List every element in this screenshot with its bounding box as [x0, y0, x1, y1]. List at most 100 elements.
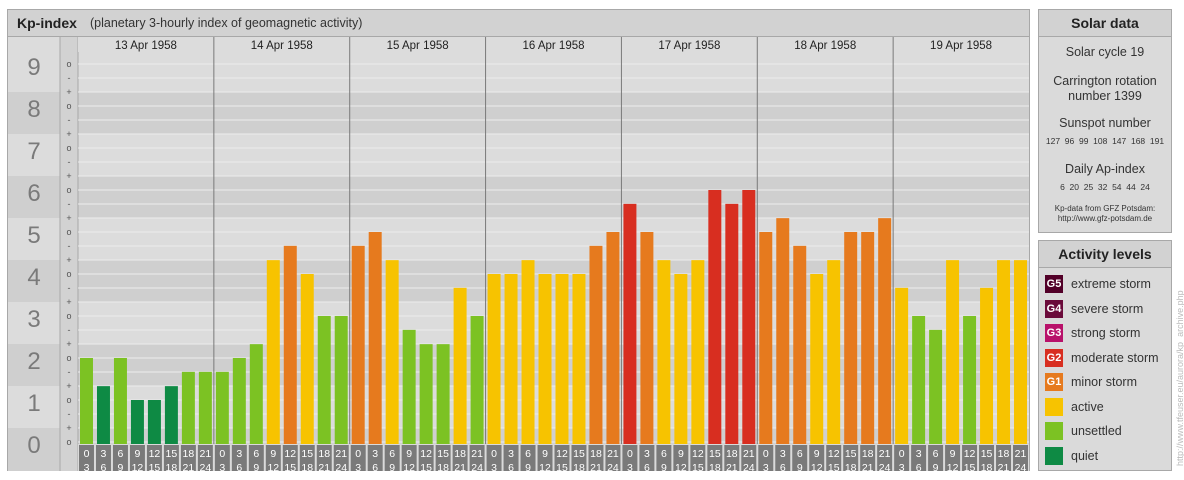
interval-end: 9: [797, 462, 803, 471]
legend-swatch: G5: [1045, 275, 1063, 293]
interval-end: 6: [644, 462, 650, 471]
interval-end: 12: [267, 462, 279, 471]
interval-start: 12: [964, 448, 976, 460]
interval-start: 15: [437, 448, 449, 460]
day-label: 14 Apr 1958: [251, 40, 313, 52]
interval-start: 0: [219, 448, 225, 460]
interval-cell: [911, 445, 927, 471]
interval-start: 3: [644, 448, 650, 460]
interval-start: 21: [607, 448, 619, 460]
kp-bar: [249, 344, 263, 444]
interval-start: 6: [389, 448, 395, 460]
y-subtick: o: [66, 143, 71, 153]
kp-bar: [878, 218, 892, 444]
data-source-url[interactable]: http://www.gfz-potsdam.de: [1057, 214, 1153, 223]
y-subtick: +: [66, 87, 71, 97]
solar-data-panel: Solar data Solar cycle 19 Carrington rot…: [1038, 9, 1172, 233]
kp-bar: [742, 190, 756, 444]
kp-bar: [997, 260, 1011, 444]
kp-bar: [232, 358, 246, 444]
y-subtick: -: [68, 115, 71, 125]
y-band-6: [8, 176, 60, 218]
interval-cell: [418, 445, 434, 471]
interval-end: 12: [947, 462, 959, 471]
y-tick-label-2: 2: [27, 348, 40, 375]
sunspot-number-label: Sunspot number: [1059, 116, 1151, 130]
legend-swatch: G2: [1045, 348, 1063, 367]
kp-bar: [300, 274, 314, 444]
interval-cell: [265, 445, 281, 471]
interval-start: 9: [135, 448, 141, 460]
interval-end: 18: [845, 462, 857, 471]
kp-bar: [980, 287, 994, 444]
interval-end: 9: [525, 462, 531, 471]
day-label: 15 Apr 1958: [387, 40, 449, 52]
interval-start: 6: [933, 448, 939, 460]
y-subtick: +: [66, 171, 71, 181]
legend-label: strong storm: [1071, 326, 1141, 340]
y-subtick: o: [66, 269, 71, 279]
y-band-4: [8, 260, 60, 302]
kp-bar: [164, 386, 178, 444]
kp-bar: [912, 316, 926, 444]
interval-end: 24: [471, 462, 483, 471]
interval-end: 9: [933, 462, 939, 471]
kp-bar: [266, 260, 280, 444]
interval-cell: [877, 445, 893, 471]
plot-band-8: [78, 92, 1029, 134]
interval-cell: [843, 445, 859, 471]
interval-start: 12: [420, 448, 432, 460]
y-subtick: o: [66, 101, 71, 111]
kp-bar: [334, 316, 348, 444]
interval-cell: [758, 445, 774, 471]
interval-cell: [231, 445, 247, 471]
interval-end: 9: [389, 462, 395, 471]
interval-start: 9: [678, 448, 684, 460]
interval-end: 24: [879, 462, 891, 471]
interval-cell: [690, 445, 706, 471]
kp-chart-panel: Kp-index (planetary 3-hourly index of ge…: [7, 9, 1030, 471]
interval-cell: [469, 445, 485, 471]
interval-cell: [401, 445, 417, 471]
interval-start: 12: [556, 448, 568, 460]
interval-start: 15: [709, 448, 721, 460]
interval-start: 3: [236, 448, 242, 460]
y-subtick: +: [66, 423, 71, 433]
interval-start: 9: [814, 448, 820, 460]
interval-start: 0: [763, 448, 769, 460]
interval-end: 21: [726, 462, 738, 471]
kp-bar: [640, 232, 654, 444]
interval-end: 15: [149, 462, 161, 471]
day-header-band: [78, 37, 1029, 52]
kp-bar: [844, 232, 858, 444]
interval-end: 3: [763, 462, 769, 471]
interval-start: 9: [542, 448, 548, 460]
interval-end: 6: [916, 462, 922, 471]
y-subtick: o: [66, 395, 71, 405]
interval-start: 12: [149, 448, 161, 460]
kp-bar: [827, 260, 841, 444]
kp-bar: [402, 329, 416, 444]
kp-bar: [436, 344, 450, 444]
y-tick-label-9: 9: [27, 54, 40, 81]
interval-end: 15: [964, 462, 976, 471]
interval-cell: [435, 445, 451, 471]
y-tick-label-8: 8: [27, 96, 40, 123]
kp-bar: [504, 274, 518, 444]
kp-chart-header: Kp-index (planetary 3-hourly index of ge…: [8, 10, 1029, 37]
interval-end: 3: [627, 462, 633, 471]
kp-bar: [725, 203, 739, 444]
kp-bar: [946, 260, 960, 444]
y-subtick: o: [66, 59, 71, 69]
interval-cell: [503, 445, 519, 471]
interval-cell: [673, 445, 689, 471]
legend-label: unsettled: [1071, 424, 1122, 438]
y-subtick: +: [66, 339, 71, 349]
legend-label: moderate storm: [1071, 350, 1159, 365]
interval-cell: [571, 445, 587, 471]
y-subtick: o: [66, 227, 71, 237]
interval-start: 3: [372, 448, 378, 460]
interval-cell: [962, 445, 978, 471]
data-source-label: Kp-data from GFZ Potsdam:: [1054, 204, 1156, 213]
interval-start: 18: [590, 448, 602, 460]
